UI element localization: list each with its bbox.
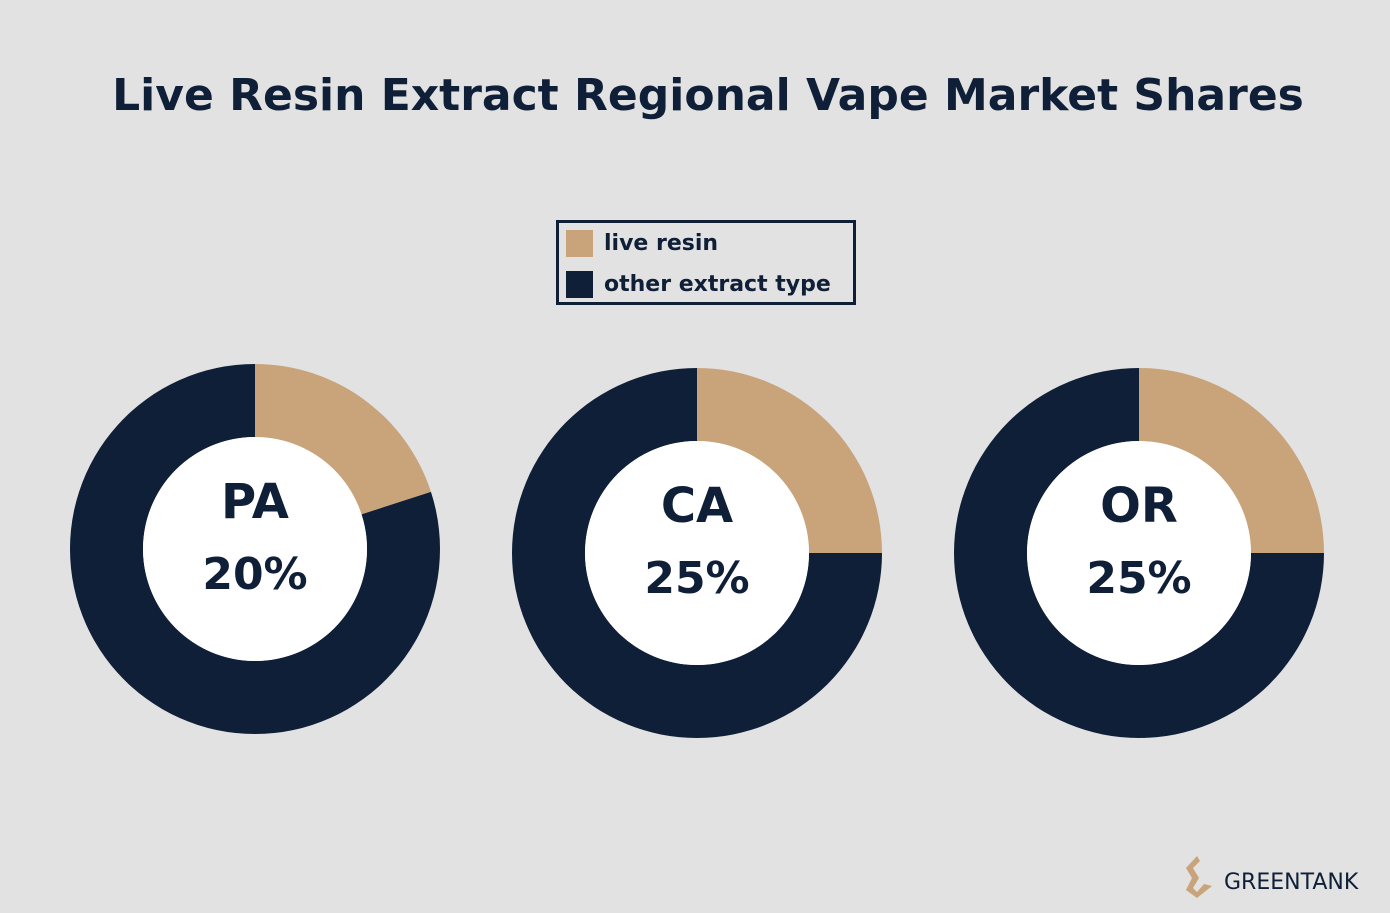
donut-segment (1139, 368, 1324, 553)
region-label: OR (1100, 478, 1178, 534)
legend-swatch (566, 271, 593, 298)
donut-segment (255, 364, 431, 515)
value-label: 25% (644, 553, 749, 604)
donut-segment (697, 368, 882, 553)
legend-label: live resin (604, 231, 718, 256)
value-label: 20% (202, 549, 307, 600)
logo: GREENTANK (1186, 856, 1359, 898)
donut-hole (585, 441, 809, 665)
legend-label: other extract type (604, 272, 831, 297)
value-label: 25% (1086, 553, 1191, 604)
region-label: CA (661, 478, 733, 534)
region-label: PA (221, 474, 289, 530)
logo-text: GREENTANK (1224, 870, 1359, 895)
donut-segment (954, 368, 1324, 738)
logo-icon (1186, 856, 1212, 898)
donut-hole (1027, 441, 1251, 665)
donut-hole (143, 437, 367, 661)
legend-swatch (566, 230, 593, 257)
chart-title: Live Resin Extract Regional Vape Market … (112, 70, 1304, 121)
donut-segment (512, 368, 882, 738)
donut-segment (70, 364, 441, 734)
legend-box (556, 220, 856, 305)
